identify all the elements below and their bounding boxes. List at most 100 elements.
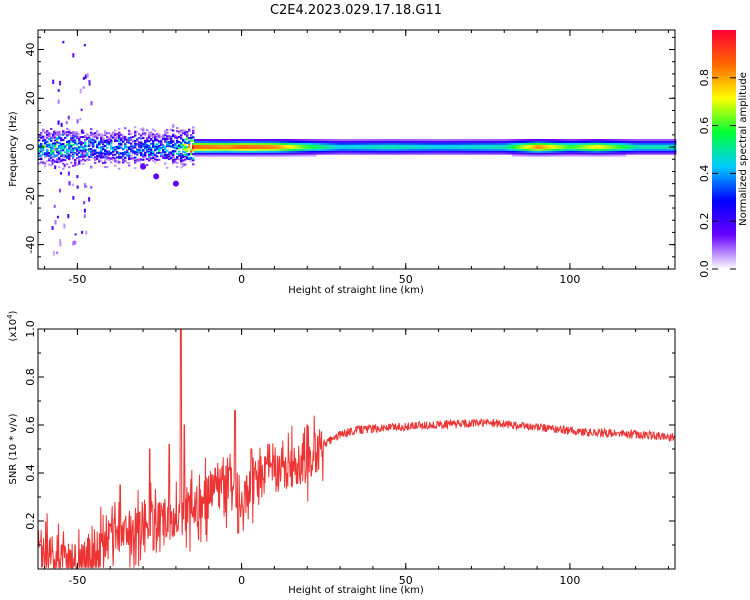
heatmap-cell bbox=[360, 144, 363, 147]
heatmap-cell bbox=[510, 148, 513, 151]
heatmap-cell bbox=[154, 156, 157, 159]
heatmap-cell bbox=[540, 154, 543, 157]
heatmap-cell bbox=[254, 139, 257, 141]
heatmap-cell bbox=[374, 148, 377, 151]
heatmap-cell bbox=[446, 148, 449, 151]
heatmap-cell bbox=[78, 139, 81, 142]
heatmap-cell bbox=[326, 152, 329, 155]
heatmap-cell bbox=[120, 152, 123, 155]
heatmap-cell bbox=[500, 152, 503, 155]
heatmap-cell bbox=[516, 140, 519, 143]
heatmap-cell bbox=[66, 134, 69, 137]
heatmap-cell bbox=[146, 145, 149, 148]
heatmap-cell bbox=[570, 142, 573, 145]
heatmap-cell bbox=[394, 148, 397, 151]
heatmap-cell bbox=[218, 144, 221, 147]
x-tick-label: -50 bbox=[68, 574, 86, 587]
heatmap-cell bbox=[560, 148, 563, 151]
heatmap-cell bbox=[386, 146, 389, 149]
heatmap-cell bbox=[526, 154, 529, 157]
heatmap-cell bbox=[566, 142, 569, 145]
x-tick-label: 50 bbox=[399, 574, 413, 587]
heatmap-cell bbox=[446, 152, 449, 155]
heatmap-cell bbox=[210, 146, 213, 149]
heatmap-cell bbox=[466, 150, 469, 153]
heatmap-cell bbox=[342, 140, 345, 143]
heatmap-cell bbox=[112, 158, 115, 161]
heatmap-cell bbox=[564, 146, 567, 149]
heatmap-cell bbox=[276, 140, 279, 143]
heatmap-cell bbox=[474, 146, 477, 149]
heatmap-cell bbox=[350, 142, 353, 145]
heatmap-cell bbox=[66, 163, 69, 166]
heatmap-cell bbox=[552, 142, 555, 145]
heatmap-cell bbox=[138, 148, 141, 151]
heatmap-cell bbox=[104, 165, 107, 168]
heatmap-cell bbox=[300, 139, 303, 141]
heatmap-cell bbox=[666, 144, 669, 147]
heatmap-cell bbox=[672, 152, 675, 155]
heatmap-cell bbox=[262, 154, 265, 157]
heatmap-cell bbox=[52, 143, 55, 146]
heatmap-cell bbox=[170, 151, 173, 154]
heatmap-speckle bbox=[58, 188, 61, 193]
heatmap-cell bbox=[442, 142, 445, 145]
heatmap-cell bbox=[554, 144, 557, 147]
heatmap-cell bbox=[398, 139, 401, 141]
heatmap-cell bbox=[302, 150, 305, 153]
heatmap-cell bbox=[548, 144, 551, 147]
heatmap-cell bbox=[74, 139, 77, 142]
heatmap-cell bbox=[336, 146, 339, 149]
heatmap-cell bbox=[396, 146, 399, 149]
heatmap-cell bbox=[528, 150, 531, 153]
heatmap-cell bbox=[658, 146, 661, 149]
heatmap-cell bbox=[516, 152, 519, 155]
heatmap-cell bbox=[316, 139, 319, 141]
heatmap-cell bbox=[140, 163, 143, 166]
heatmap-cell bbox=[608, 142, 611, 145]
heatmap-cell bbox=[304, 146, 307, 149]
heatmap-cell bbox=[558, 146, 561, 149]
heatmap-cell bbox=[192, 157, 195, 160]
heatmap-cell bbox=[252, 152, 255, 155]
heatmap-cell bbox=[48, 146, 51, 149]
heatmap-cell bbox=[290, 146, 293, 149]
heatmap-cell bbox=[482, 152, 485, 155]
heatmap-cell bbox=[128, 157, 131, 160]
heatmap-cell bbox=[492, 142, 495, 145]
heatmap-cell bbox=[172, 140, 175, 143]
heatmap-cell bbox=[664, 142, 667, 145]
heatmap-cell bbox=[474, 140, 477, 143]
heatmap-cell bbox=[402, 144, 405, 147]
heatmap-cell bbox=[154, 154, 157, 157]
heatmap-cell bbox=[364, 144, 367, 147]
heatmap-cell bbox=[122, 140, 125, 143]
heatmap-cell bbox=[366, 148, 369, 151]
heatmap-cell bbox=[148, 148, 151, 151]
heatmap-cell bbox=[632, 148, 635, 151]
heatmap-cell bbox=[74, 161, 77, 164]
heatmap-cell bbox=[130, 132, 133, 135]
heatmap-cell bbox=[182, 139, 185, 142]
heatmap-cell bbox=[310, 142, 313, 145]
heatmap-cell bbox=[318, 142, 321, 145]
heatmap-cell bbox=[518, 142, 521, 145]
heatmap-cell bbox=[164, 151, 167, 154]
heatmap-cell bbox=[192, 142, 195, 145]
heatmap-cell bbox=[208, 148, 211, 151]
heatmap-cell bbox=[414, 140, 417, 143]
heatmap-cell bbox=[130, 157, 133, 160]
heatmap-cell bbox=[220, 150, 223, 153]
heatmap-cell bbox=[328, 150, 331, 153]
heatmap-cell bbox=[672, 142, 675, 145]
heatmap-cell bbox=[314, 154, 317, 157]
heatmap-cell bbox=[186, 147, 189, 150]
heatmap-cell bbox=[604, 152, 607, 155]
heatmap-cell bbox=[182, 145, 185, 148]
heatmap-cell bbox=[560, 154, 563, 157]
heatmap-cell bbox=[104, 153, 107, 156]
heatmap-cell bbox=[106, 157, 109, 160]
heatmap-cell bbox=[646, 144, 649, 147]
heatmap-cell bbox=[170, 153, 173, 156]
heatmap-cell bbox=[362, 150, 365, 153]
